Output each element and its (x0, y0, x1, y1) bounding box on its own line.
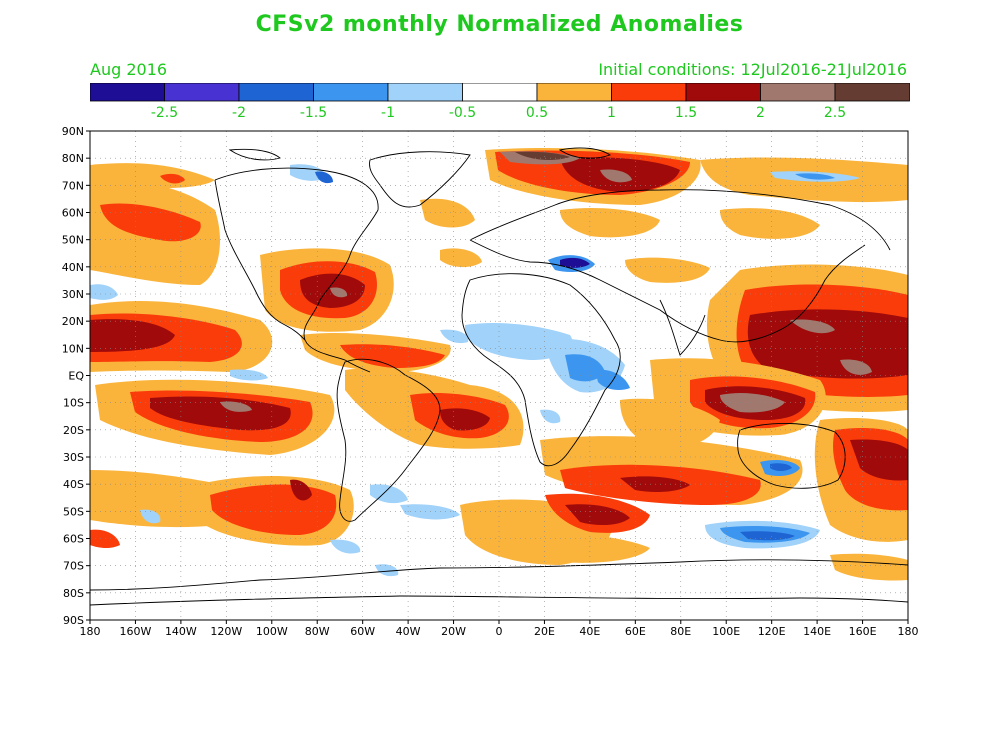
lat-label: 50N (62, 234, 84, 247)
lat-label: EQ (68, 370, 84, 383)
lon-label: 60W (350, 625, 375, 638)
colorbar-label: -1 (381, 105, 395, 121)
lat-label: 40N (62, 261, 84, 274)
axis-ticks (86, 130, 909, 624)
lon-label: 160W (120, 625, 152, 638)
lat-label: 60S (63, 533, 84, 546)
region-equatorial-atlantic-cool (465, 323, 573, 360)
lon-label: 140W (165, 625, 197, 638)
target-month: Aug 2016 (90, 60, 168, 79)
lat-label: 40S (63, 478, 84, 491)
colorbar-label: 2.5 (824, 105, 846, 121)
lon-label: 100W (256, 625, 288, 638)
coastlines (90, 147, 908, 606)
colorbar-label: -1.5 (300, 105, 327, 121)
colorbar-labels: -2.5 -2 -1.5 -1 -0.5 0.5 1 1.5 2 2.5 (151, 105, 846, 121)
lat-label: 60N (62, 207, 84, 220)
lon-label: 80W (305, 625, 330, 638)
lon-label: 40W (396, 625, 421, 638)
lon-label: 120E (758, 625, 786, 638)
lat-label: 30S (63, 451, 84, 464)
anomaly-field (90, 131, 908, 620)
lon-label: 20E (534, 625, 555, 638)
lat-label: 10S (63, 397, 84, 410)
lat-label: 20S (63, 424, 84, 437)
colorbar-label: -2.5 (151, 105, 178, 121)
colorbar-label: 0.5 (526, 105, 548, 121)
lon-label: 0 (496, 625, 503, 638)
lat-label: 80N (62, 152, 84, 165)
colorbar-label: 2 (756, 105, 765, 121)
colorbar-boxes (90, 83, 910, 102)
lat-label: 90N (62, 125, 84, 138)
chart-title: CFSv2 monthly Normalized Anomalies (255, 12, 744, 37)
lat-label: 20N (62, 315, 84, 328)
colorbar-label: -2 (232, 105, 246, 121)
lon-label: 100E (712, 625, 740, 638)
lat-label: 80S (63, 587, 84, 600)
lat-label: 70S (63, 560, 84, 573)
colorbar: -2.5 -2 -1.5 -1 -0.5 0.5 1 1.5 2 2.5 (90, 83, 910, 121)
lat-label: 30N (62, 288, 84, 301)
lat-label: 90S (63, 614, 84, 627)
lon-label: 120W (210, 625, 242, 638)
lon-label: 40E (579, 625, 600, 638)
initial-conditions: Initial conditions: 12Jul2016-21Jul2016 (598, 60, 907, 79)
lon-label: 180 (898, 625, 919, 638)
lon-label: 180 (80, 625, 101, 638)
lon-label: 160E (849, 625, 877, 638)
colorbar-label: -0.5 (449, 105, 476, 121)
lon-label: 140E (803, 625, 831, 638)
colorbar-box (834, 83, 910, 102)
lat-label: 70N (62, 179, 84, 192)
lat-label: 10N (62, 342, 84, 355)
longitude-labels: 180 160W 140W 120W 100W 80W 60W 40W 20W 0 20E 40E 60… (80, 625, 919, 638)
lon-label: 60E (625, 625, 646, 638)
colorbar-label: 1.5 (675, 105, 697, 121)
latitude-labels: 90N 80N 70N 60N 50N 40N 30N 20N 10N EQ 10S 20S 30S 40… (62, 125, 85, 627)
lat-label: 50S (63, 505, 84, 518)
lon-label: 80E (670, 625, 691, 638)
colorbar-label: 1 (607, 105, 616, 121)
lon-label: 20W (441, 625, 466, 638)
